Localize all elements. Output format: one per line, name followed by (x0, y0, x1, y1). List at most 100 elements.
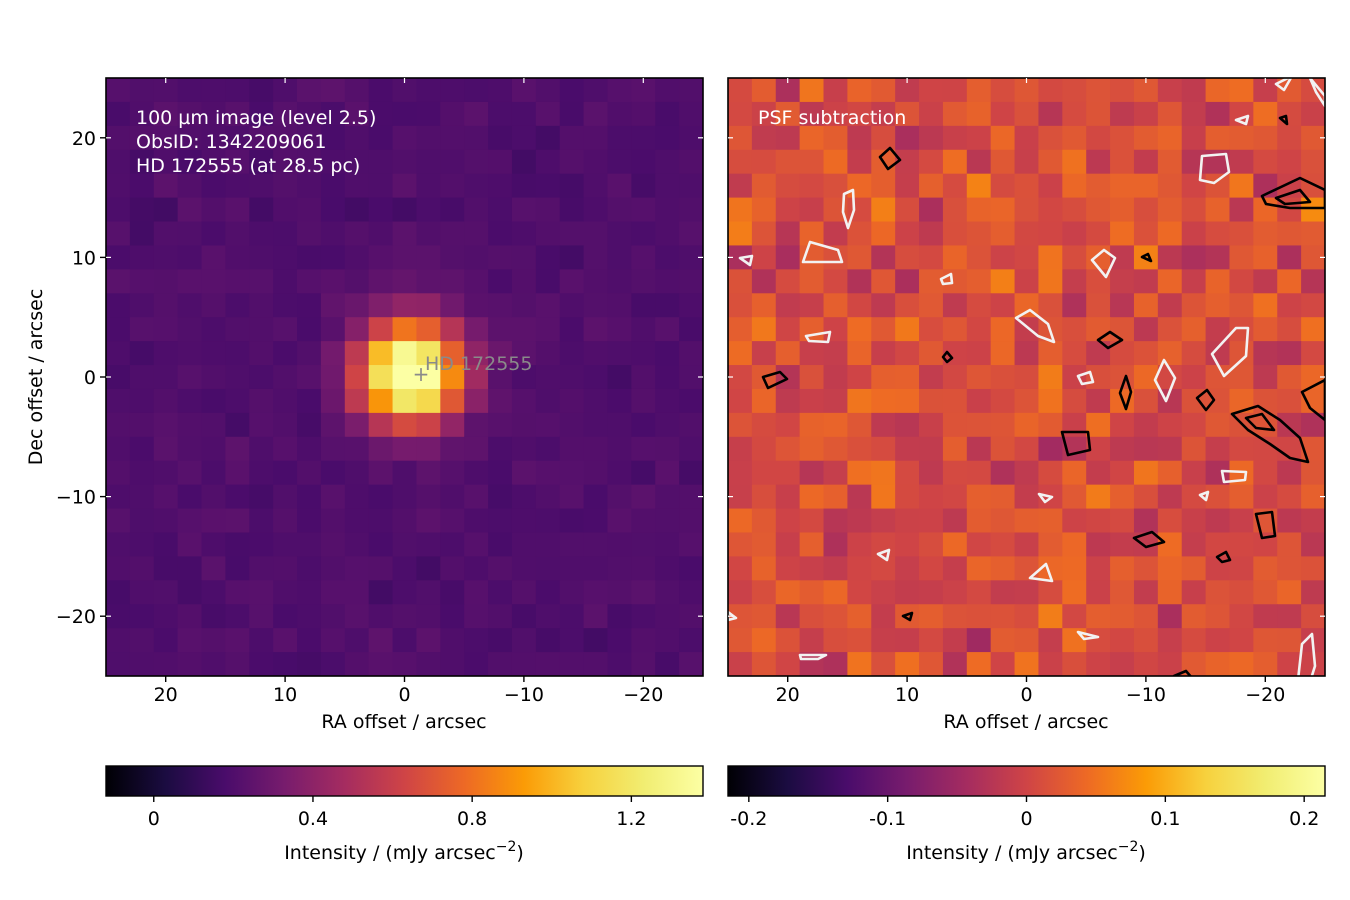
right-pixel (1014, 101, 1040, 127)
right-pixel (847, 365, 872, 390)
left-pixel (344, 412, 370, 438)
right-pixel (1229, 604, 1254, 629)
left-pixel (416, 269, 441, 294)
left-pixel (129, 412, 155, 438)
right-pixel (1277, 604, 1302, 629)
right-pixel (1157, 173, 1183, 199)
right-pixel (1133, 173, 1159, 199)
right-pixel (1086, 628, 1111, 653)
right-pixel (919, 125, 944, 151)
right-pixel (751, 101, 777, 127)
left-pixel (488, 556, 513, 581)
right-pixel (847, 652, 872, 676)
left-colorbar-gradient (105, 765, 704, 797)
colorbar-tick-label: 0.1 (1150, 808, 1180, 830)
left-pixel (153, 101, 179, 127)
left-pixel (344, 365, 370, 390)
right-pixel (990, 436, 1016, 462)
right-pixel (751, 412, 777, 438)
left-pixel (297, 460, 322, 486)
right-pixel (871, 556, 896, 581)
left-pixel (249, 101, 274, 127)
left-pixel (249, 293, 274, 318)
right-pixel (728, 628, 753, 653)
left-pixel (177, 197, 203, 223)
left-pixel (297, 197, 322, 223)
right-pixel (895, 341, 920, 366)
left-pixel (297, 341, 322, 366)
left-pixel (129, 460, 155, 486)
left-pixel (511, 460, 537, 486)
right-pixel (1205, 436, 1231, 462)
right-pixel (1038, 436, 1063, 462)
right-pixel (990, 269, 1016, 294)
right-pixel (871, 460, 896, 486)
right-ticks: 20 10 0 −10 −20 (728, 78, 1325, 706)
left-pixel (511, 245, 537, 270)
left-pixel (655, 652, 680, 676)
right-pixel (775, 365, 801, 390)
left-pixel (607, 460, 632, 486)
left-pixel (583, 269, 609, 294)
right-pixel (1038, 173, 1063, 199)
right-pixel (823, 508, 848, 534)
right-pixel (1229, 628, 1254, 653)
right-pixel (966, 365, 992, 390)
left-pixel (511, 508, 537, 534)
right-pixel (1110, 436, 1135, 462)
target-marker: + (413, 362, 430, 386)
right-pixel (942, 580, 968, 605)
left-heatmap (106, 78, 703, 676)
right-pixel (942, 221, 968, 247)
right-pixel (1181, 245, 1207, 270)
left-pixel (488, 78, 513, 103)
right-pixel (1014, 341, 1040, 366)
right-pixel (1038, 149, 1063, 175)
right-pixel (1205, 580, 1231, 605)
right-pixel (966, 269, 992, 294)
right-pixel (1014, 460, 1040, 486)
right-pixel (1277, 580, 1302, 605)
contour-negative (876, 548, 891, 562)
left-pixel (583, 388, 609, 414)
right-pixel (942, 365, 968, 390)
left-pixel (511, 269, 537, 294)
right-pixel (728, 556, 753, 581)
right-pixel (990, 532, 1016, 557)
left-pixel (153, 269, 179, 294)
left-pixel (511, 365, 537, 390)
left-pixel (416, 532, 441, 557)
right-pixel (823, 388, 848, 414)
contour-positive (1172, 669, 1192, 676)
left-pixel (153, 365, 179, 390)
right-pixel (775, 460, 801, 486)
left-pixel (488, 293, 513, 318)
left-pixel (583, 484, 609, 510)
right-pixel (895, 604, 920, 629)
left-pixel (153, 532, 179, 557)
right-pixel (990, 604, 1016, 629)
left-pixel (511, 604, 537, 629)
left-pixel (535, 628, 561, 653)
left-pixel (440, 365, 465, 390)
left-pixel (631, 532, 656, 557)
right-pixel (1157, 484, 1183, 510)
right-pixel (966, 412, 992, 438)
right-pixel (1181, 556, 1207, 581)
right-pixel (1086, 412, 1111, 438)
left-pixel (368, 293, 394, 318)
right-pixel (775, 101, 801, 127)
left-pixel (106, 317, 131, 342)
right-pixel (1133, 652, 1159, 676)
left-pixel (201, 484, 226, 510)
left-pixel (392, 269, 418, 294)
left-pixel (177, 556, 203, 581)
left-pixel (488, 125, 513, 151)
left-pixel (249, 628, 274, 653)
left-pixel (106, 173, 131, 199)
left-pixel (535, 101, 561, 127)
left-pixel (368, 365, 394, 390)
left-pixel (368, 149, 394, 175)
right-pixel (728, 149, 753, 175)
right-pixel (799, 125, 825, 151)
